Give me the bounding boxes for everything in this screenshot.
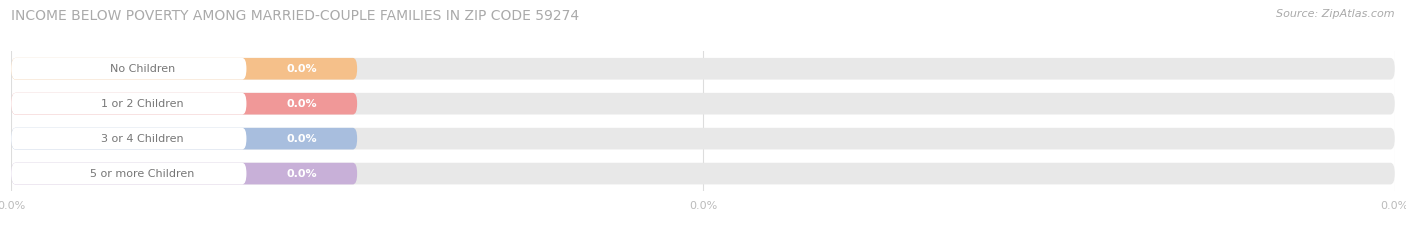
FancyBboxPatch shape <box>11 93 357 115</box>
Text: 0.0%: 0.0% <box>287 64 318 74</box>
Text: INCOME BELOW POVERTY AMONG MARRIED-COUPLE FAMILIES IN ZIP CODE 59274: INCOME BELOW POVERTY AMONG MARRIED-COUPL… <box>11 9 579 23</box>
Text: 0.0%: 0.0% <box>287 134 318 144</box>
Text: 0.0%: 0.0% <box>287 99 318 109</box>
Text: Source: ZipAtlas.com: Source: ZipAtlas.com <box>1277 9 1395 19</box>
FancyBboxPatch shape <box>11 58 246 80</box>
Text: 3 or 4 Children: 3 or 4 Children <box>101 134 184 144</box>
Text: 5 or more Children: 5 or more Children <box>90 169 195 178</box>
FancyBboxPatch shape <box>11 93 1395 115</box>
FancyBboxPatch shape <box>11 93 246 115</box>
FancyBboxPatch shape <box>11 163 357 185</box>
FancyBboxPatch shape <box>11 58 357 80</box>
FancyBboxPatch shape <box>11 128 357 150</box>
Text: 0.0%: 0.0% <box>287 169 318 178</box>
FancyBboxPatch shape <box>11 128 1395 150</box>
FancyBboxPatch shape <box>11 163 246 185</box>
FancyBboxPatch shape <box>11 163 1395 185</box>
Text: 1 or 2 Children: 1 or 2 Children <box>101 99 184 109</box>
Text: No Children: No Children <box>110 64 176 74</box>
FancyBboxPatch shape <box>11 58 1395 80</box>
FancyBboxPatch shape <box>11 128 246 150</box>
